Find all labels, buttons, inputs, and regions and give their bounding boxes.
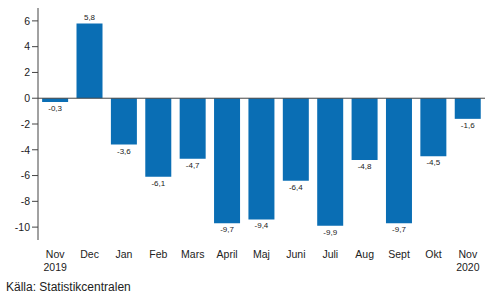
html-text:Källa: Statistikcentralen: Källa: Statistikcentralen <box>6 280 131 294</box>
svg-text:-1,6: -1,6 <box>461 121 475 130</box>
svg-text:2019: 2019 <box>44 261 68 273</box>
svg-text:Mars: Mars <box>181 248 204 260</box>
svg-text:-9,4: -9,4 <box>255 221 269 230</box>
svg-text:-4,5: -4,5 <box>426 158 440 167</box>
svg-text:-2: -2 <box>21 118 30 130</box>
svg-text:5,8: 5,8 <box>84 13 96 22</box>
svg-text:Dec: Dec <box>80 248 99 260</box>
svg-text:Nov: Nov <box>46 248 65 260</box>
svg-text:Feb: Feb <box>149 248 167 260</box>
svg-text:-6,4: -6,4 <box>289 183 303 192</box>
svg-text:2: 2 <box>24 66 30 78</box>
svg-text:Juni: Juni <box>286 248 305 260</box>
svg-text:-8: -8 <box>21 195 30 207</box>
svg-text:-0,3: -0,3 <box>48 104 62 113</box>
svg-text:-6,1: -6,1 <box>151 179 165 188</box>
svg-text:2020: 2020 <box>456 261 480 273</box>
svg-text:Okt: Okt <box>425 248 441 260</box>
svg-text:Jan: Jan <box>115 248 132 260</box>
svg-text:-4: -4 <box>21 144 30 156</box>
svg-text:-10: -10 <box>15 221 30 233</box>
svg-text:0: 0 <box>24 92 30 104</box>
svg-text:Sept: Sept <box>388 248 410 260</box>
svg-text:4: 4 <box>24 40 30 52</box>
svg-text:Juli: Juli <box>322 248 338 260</box>
svg-text:Maj: Maj <box>253 248 270 260</box>
svg-text:-9,7: -9,7 <box>392 225 406 234</box>
svg-text:-4,7: -4,7 <box>186 161 200 170</box>
svg-text:Nov: Nov <box>458 248 477 260</box>
svg-text:Aug: Aug <box>355 248 374 260</box>
svg-text:6: 6 <box>24 15 30 27</box>
svg-text:-6: -6 <box>21 169 30 181</box>
svg-text:-3,6: -3,6 <box>117 147 131 156</box>
svg-text:-4,8: -4,8 <box>358 162 372 171</box>
svg-text:-9,7: -9,7 <box>220 225 234 234</box>
svg-text:April: April <box>217 248 238 260</box>
svg-text:-9,9: -9,9 <box>323 228 337 237</box>
